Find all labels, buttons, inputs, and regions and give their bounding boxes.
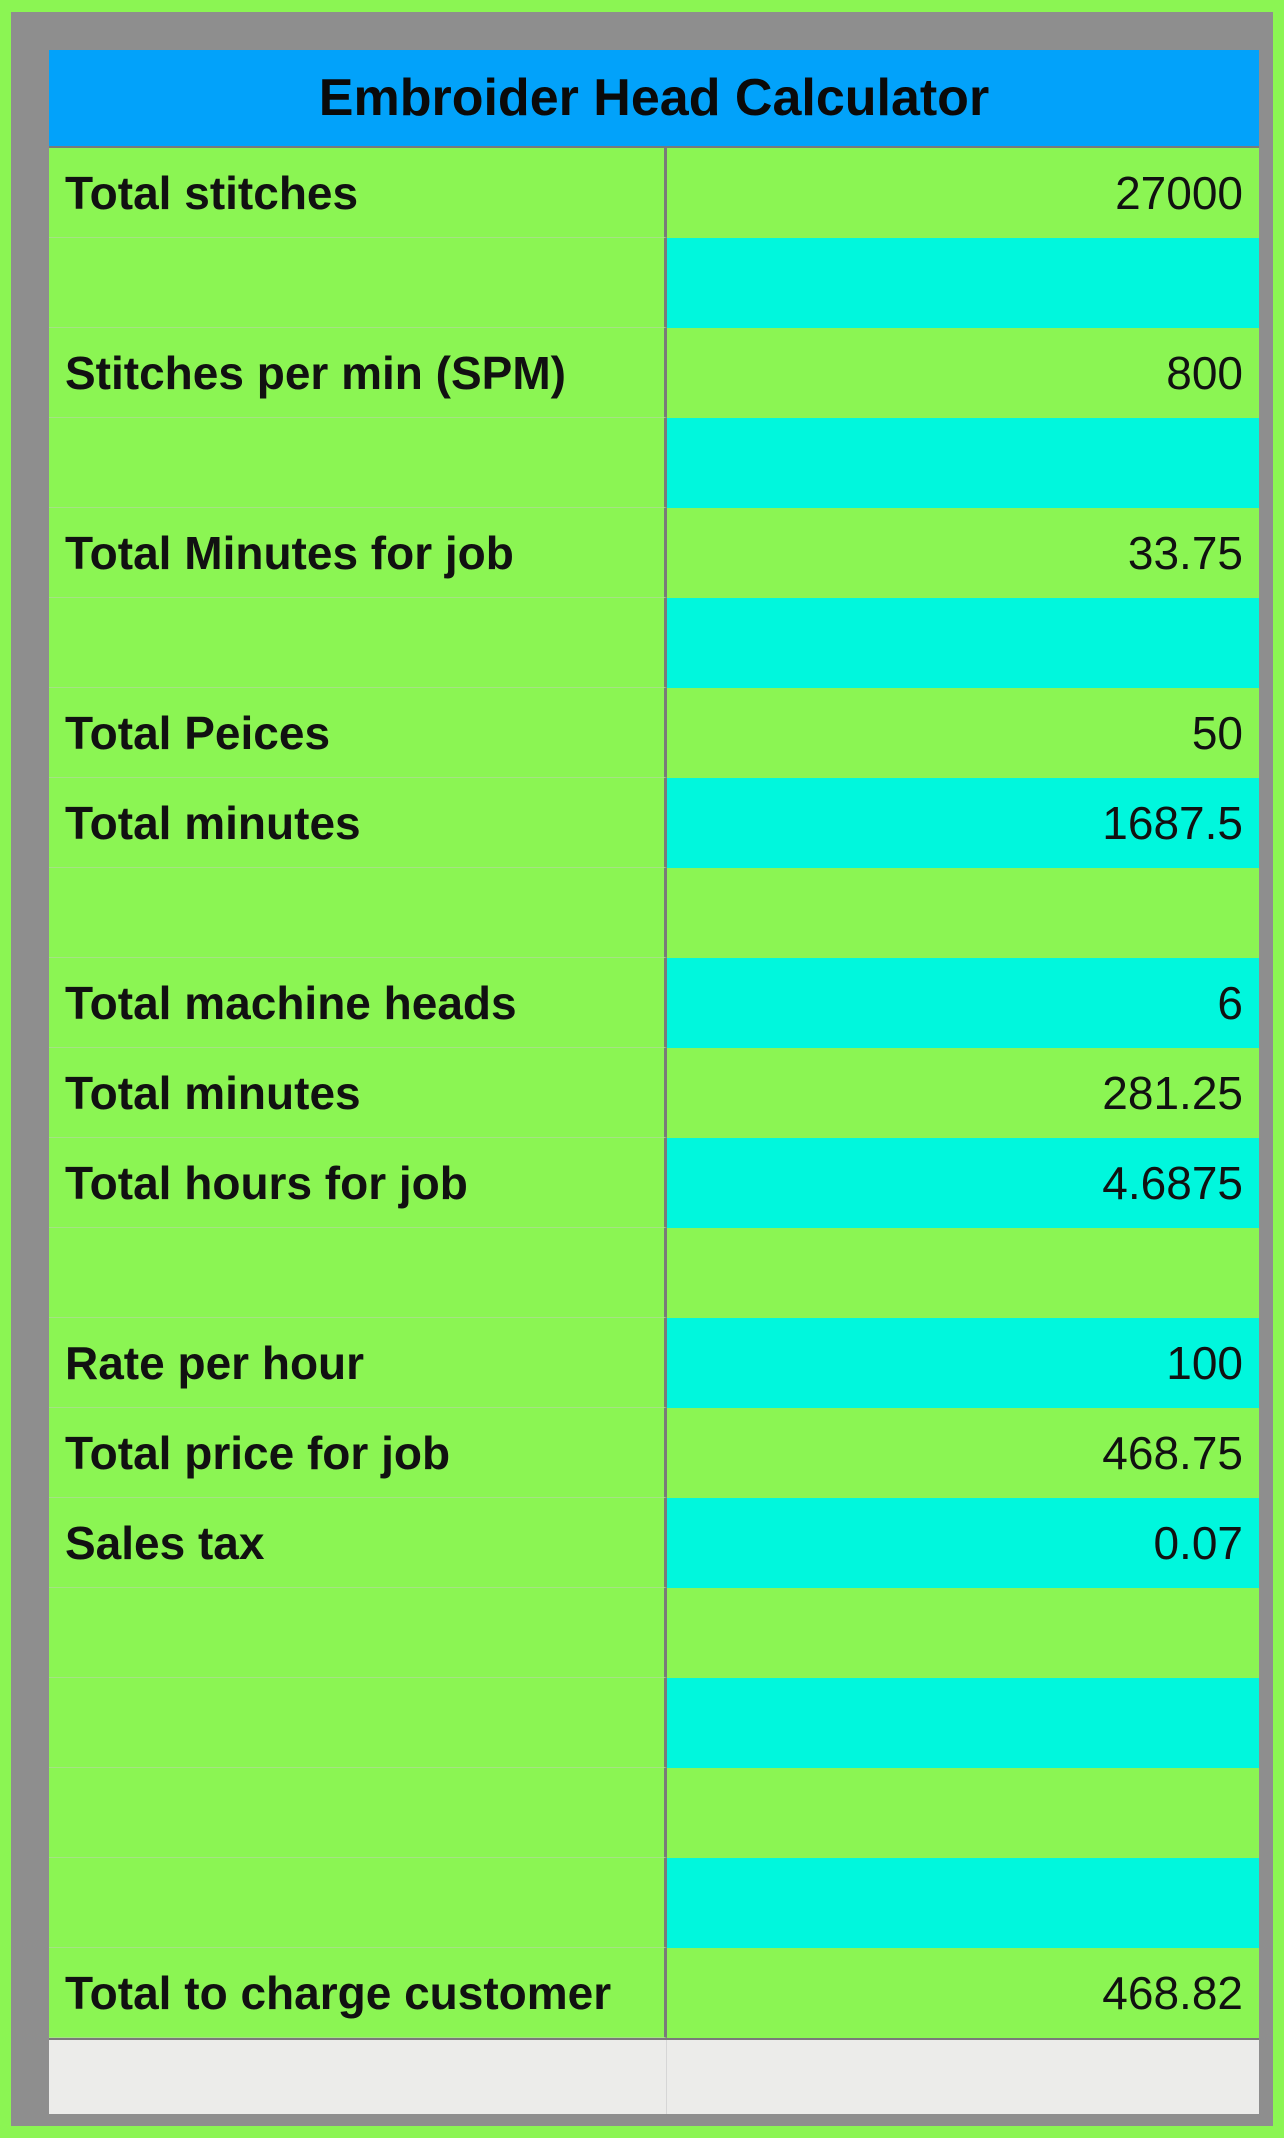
spreadsheet: Embroider Head Calculator Total stitches… bbox=[49, 50, 1259, 2114]
row-value-cell[interactable]: 4.6875 bbox=[667, 1138, 1259, 1228]
row-label-cell[interactable]: Total price for job bbox=[49, 1408, 667, 1498]
row-label-cell[interactable] bbox=[49, 1768, 667, 1858]
row-value-cell[interactable]: 50 bbox=[667, 688, 1259, 778]
row-label-cell[interactable]: Total machine heads bbox=[49, 958, 667, 1048]
row-label-cell[interactable] bbox=[49, 1858, 667, 1948]
row-value-cell[interactable] bbox=[667, 868, 1259, 958]
row-value-cell[interactable] bbox=[667, 418, 1259, 508]
row-label-cell[interactable] bbox=[49, 418, 667, 508]
row-value-cell[interactable]: 33.75 bbox=[667, 508, 1259, 598]
table-row: Total Minutes for job 33.75 bbox=[49, 508, 1259, 598]
row-label-cell[interactable]: Stitches per min (SPM) bbox=[49, 328, 667, 418]
table-row bbox=[49, 238, 1259, 328]
footer-cell-left[interactable] bbox=[49, 2040, 667, 2114]
row-value-cell[interactable]: 0.07 bbox=[667, 1498, 1259, 1588]
row-value-cell[interactable] bbox=[667, 1858, 1259, 1948]
table-row: Rate per hour 100 bbox=[49, 1318, 1259, 1408]
calculator-table: Total stitches 27000 Stitches per min (SPM… bbox=[49, 148, 1259, 2114]
window-frame: Embroider Head Calculator Total stitches… bbox=[11, 12, 1273, 2126]
row-value-cell[interactable] bbox=[667, 1588, 1259, 1678]
row-label-cell[interactable]: Total minutes bbox=[49, 778, 667, 868]
table-row: Total minutes 281.25 bbox=[49, 1048, 1259, 1138]
table-row bbox=[49, 868, 1259, 958]
row-value-cell[interactable] bbox=[667, 598, 1259, 688]
row-label-cell[interactable]: Total hours for job bbox=[49, 1138, 667, 1228]
row-label-cell[interactable]: Total to charge customer bbox=[49, 1948, 667, 2038]
row-value-cell[interactable] bbox=[667, 1228, 1259, 1318]
row-value-cell[interactable]: 468.75 bbox=[667, 1408, 1259, 1498]
table-row: Total stitches 27000 bbox=[49, 148, 1259, 238]
row-value-cell[interactable] bbox=[667, 238, 1259, 328]
table-row: Sales tax 0.07 bbox=[49, 1498, 1259, 1588]
row-label-cell[interactable] bbox=[49, 1228, 667, 1318]
row-value-cell[interactable] bbox=[667, 1678, 1259, 1768]
table-row bbox=[49, 1768, 1259, 1858]
table-row bbox=[49, 598, 1259, 688]
row-label-cell[interactable]: Total minutes bbox=[49, 1048, 667, 1138]
footer-row bbox=[49, 2038, 1259, 2114]
table-row: Total hours for job 4.6875 bbox=[49, 1138, 1259, 1228]
table-row bbox=[49, 1228, 1259, 1318]
row-label-cell[interactable]: Total stitches bbox=[49, 148, 667, 238]
table-row bbox=[49, 418, 1259, 508]
table-row bbox=[49, 1588, 1259, 1678]
table-row: Stitches per min (SPM) 800 bbox=[49, 328, 1259, 418]
footer-cell-right[interactable] bbox=[667, 2040, 1259, 2114]
table-row bbox=[49, 1678, 1259, 1768]
table-row: Total price for job 468.75 bbox=[49, 1408, 1259, 1498]
row-label-cell[interactable]: Total Peices bbox=[49, 688, 667, 778]
title-bar: Embroider Head Calculator bbox=[49, 50, 1259, 148]
row-value-cell[interactable]: 281.25 bbox=[667, 1048, 1259, 1138]
row-label-cell[interactable]: Sales tax bbox=[49, 1498, 667, 1588]
row-value-cell[interactable]: 6 bbox=[667, 958, 1259, 1048]
row-label-cell[interactable] bbox=[49, 1678, 667, 1768]
row-label-cell[interactable]: Rate per hour bbox=[49, 1318, 667, 1408]
table-row: Total to charge customer 468.82 bbox=[49, 1948, 1259, 2038]
row-label-cell[interactable] bbox=[49, 598, 667, 688]
row-value-cell[interactable]: 100 bbox=[667, 1318, 1259, 1408]
row-value-cell[interactable]: 1687.5 bbox=[667, 778, 1259, 868]
table-row bbox=[49, 1858, 1259, 1948]
row-label-cell[interactable]: Total Minutes for job bbox=[49, 508, 667, 598]
table-row: Total minutes 1687.5 bbox=[49, 778, 1259, 868]
row-value-cell[interactable] bbox=[667, 1768, 1259, 1858]
table-row: Total machine heads 6 bbox=[49, 958, 1259, 1048]
row-value-cell[interactable]: 468.82 bbox=[667, 1948, 1259, 2038]
table-row: Total Peices 50 bbox=[49, 688, 1259, 778]
row-label-cell[interactable] bbox=[49, 1588, 667, 1678]
row-label-cell[interactable] bbox=[49, 868, 667, 958]
page-title: Embroider Head Calculator bbox=[318, 69, 990, 127]
row-label-cell[interactable] bbox=[49, 238, 667, 328]
row-value-cell[interactable]: 27000 bbox=[667, 148, 1259, 238]
row-value-cell[interactable]: 800 bbox=[667, 328, 1259, 418]
